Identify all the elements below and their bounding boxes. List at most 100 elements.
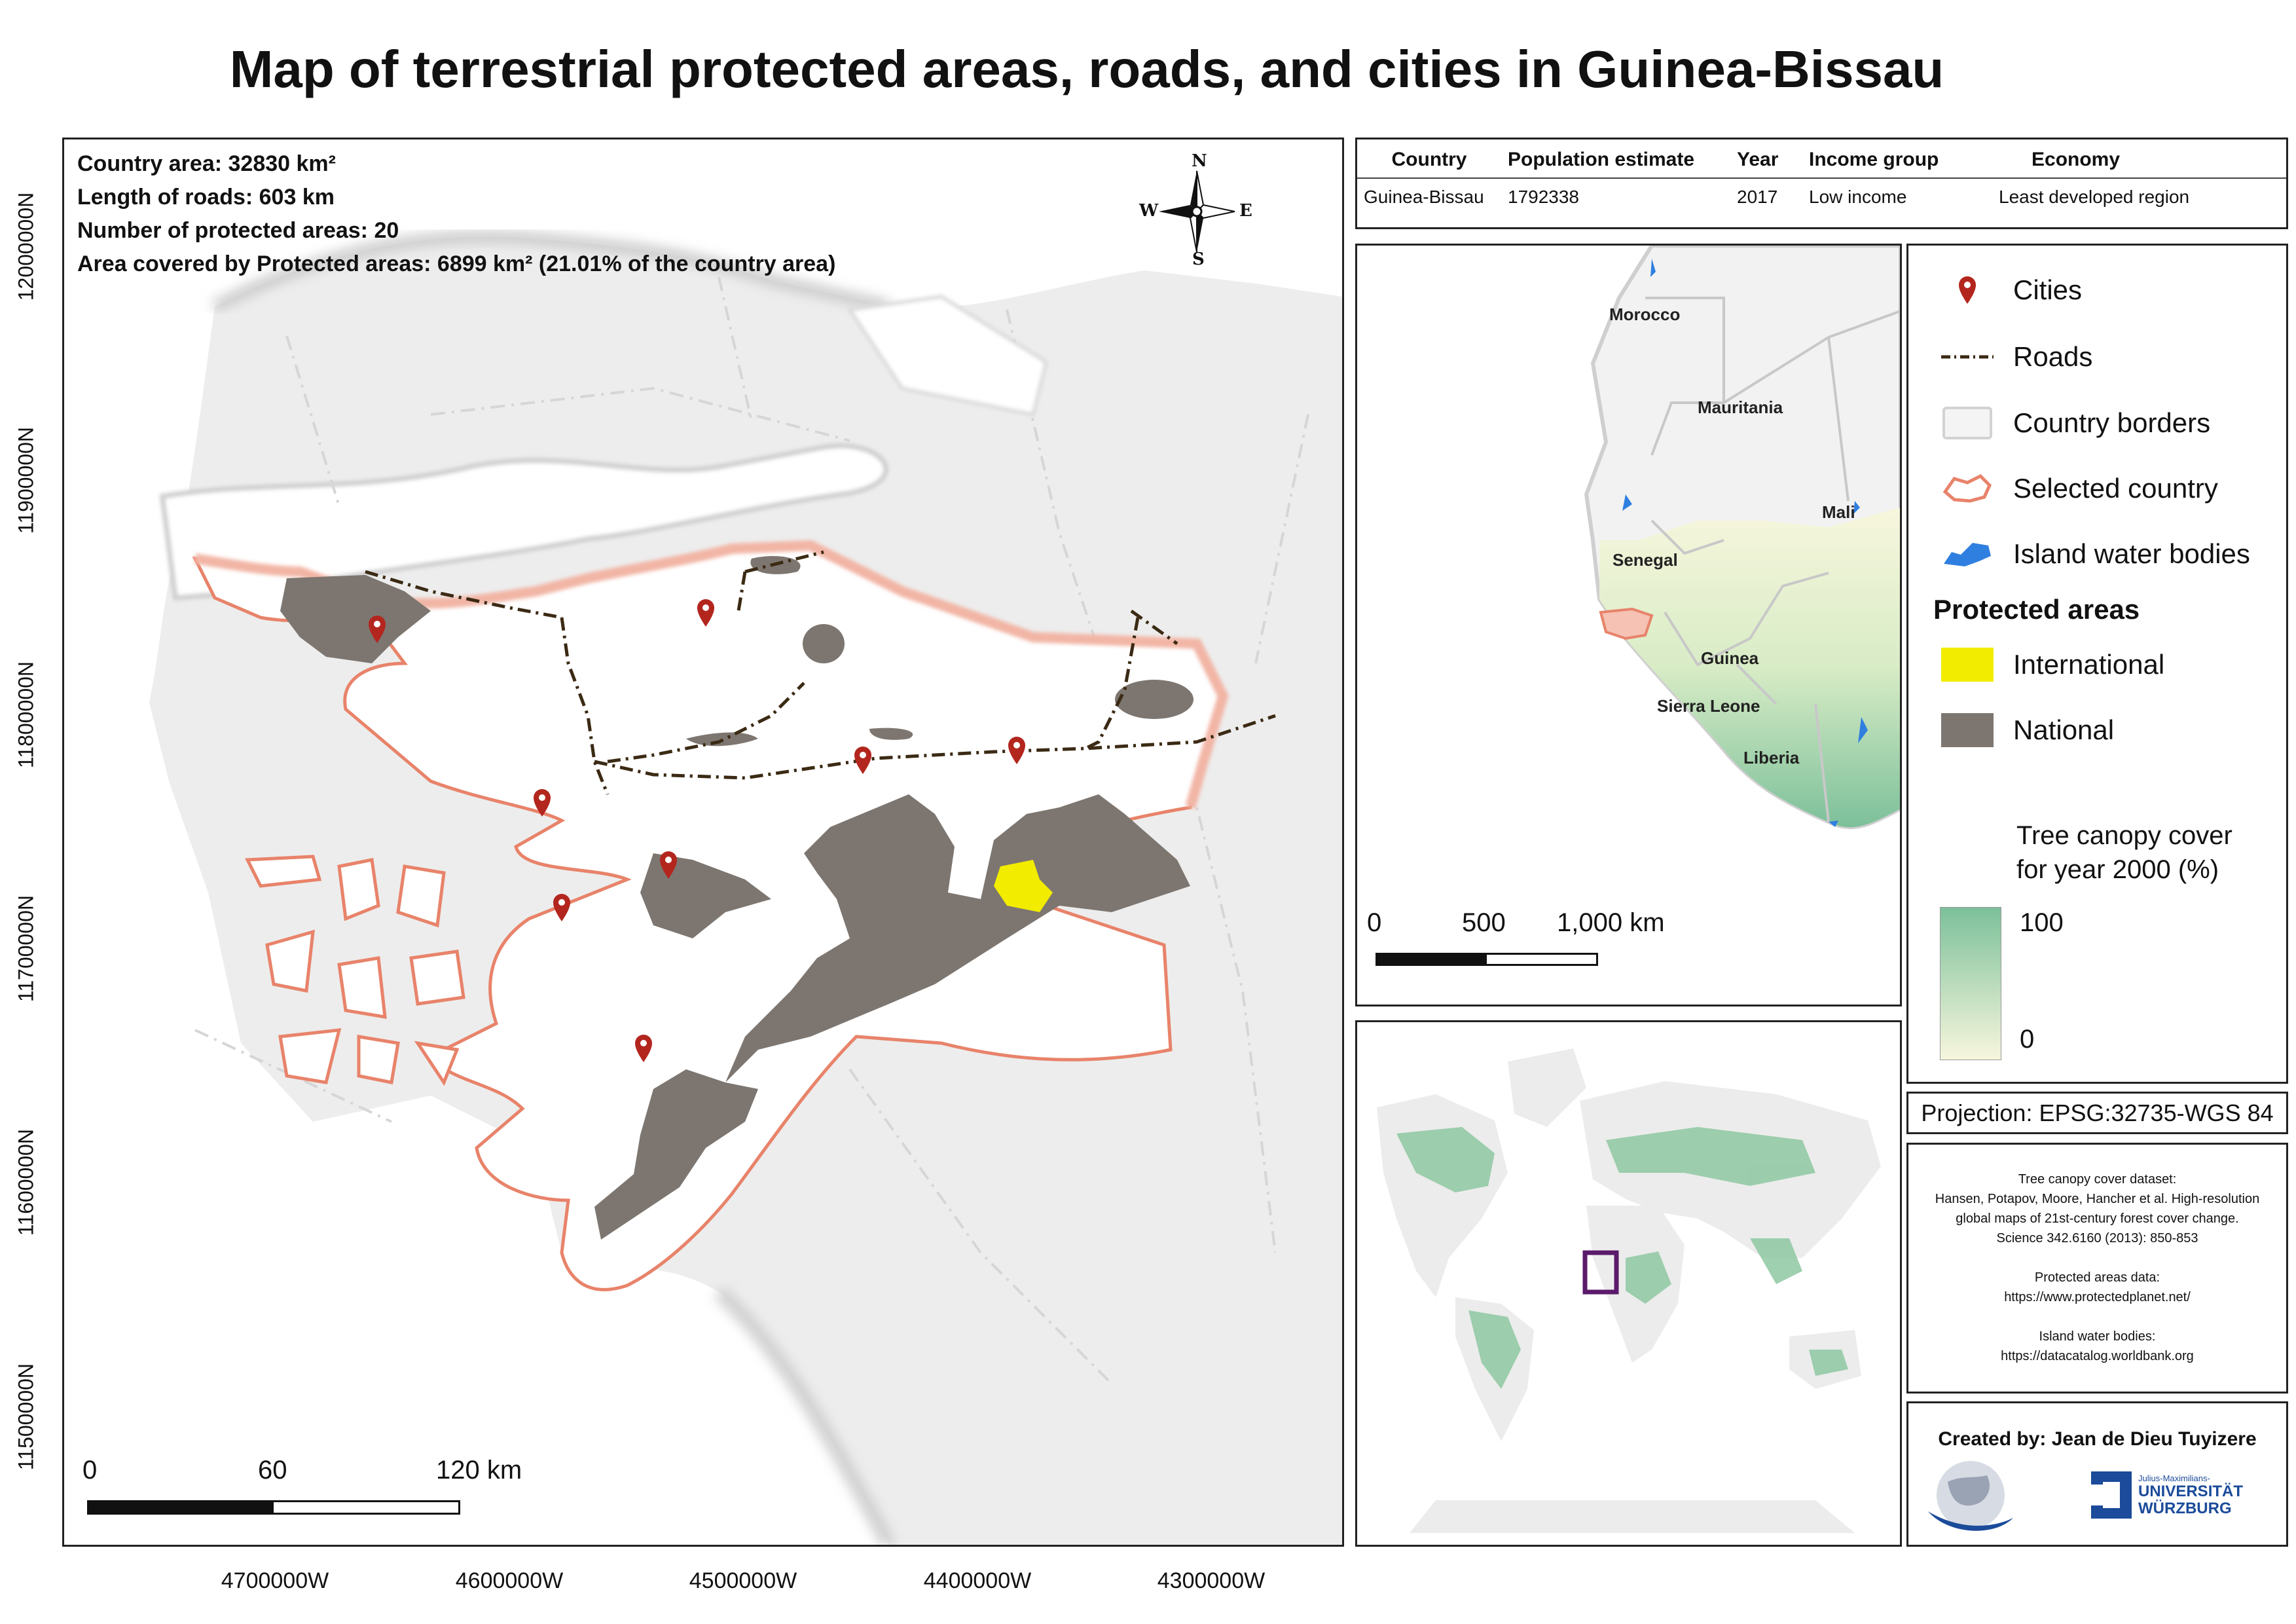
regional-scale-label-500: 500: [1462, 908, 1506, 937]
west-label: W: [1139, 201, 1159, 221]
legend-label: Selected country: [2013, 473, 2218, 504]
page-title: Map of terrestrial protected areas, road…: [229, 40, 1944, 98]
regional-scale-bar: [1376, 953, 1598, 966]
city-pin-icon[interactable]: [853, 745, 873, 779]
source-line: global maps of 21st-century forest cover…: [1956, 1211, 2239, 1226]
city-pin-icon: [1941, 272, 1994, 308]
table-cell: Least developed region: [1999, 187, 2190, 207]
city-pin-icon[interactable]: [367, 614, 387, 648]
sources-text: Tree canopy cover dataset: Hansen, Potap…: [1908, 1145, 2286, 1366]
legend-label: Island water bodies: [2013, 538, 2250, 569]
university-name-line2: WÜRZBURG: [2138, 1499, 2232, 1517]
x-axis-label: 4600000W: [455, 1568, 564, 1593]
tree-canopy-min: 0: [2020, 1025, 2035, 1054]
y-axis-label: 12000000N: [14, 192, 38, 301]
city-pin-icon[interactable]: [1007, 735, 1027, 769]
roads[interactable]: [365, 550, 1276, 795]
protected-area-text: Area covered by Protected areas: 6899 km…: [77, 251, 836, 276]
regional-map-frame[interactable]: Morocco Mauritania Mali Senegal Guinea S…: [1355, 244, 1902, 1006]
source-line: https://www.protectedplanet.net/: [2004, 1290, 2191, 1304]
national-swatch: [1941, 712, 1994, 748]
north-arrow-icon: N S W E: [1139, 151, 1252, 269]
legend-label: Roads: [2013, 341, 2093, 372]
country-label-guinea: Guinea: [1701, 648, 1759, 668]
university-small-text: Julius-Maximilians-: [2138, 1473, 2210, 1483]
table-cell: 2017: [1737, 187, 1778, 207]
info-table: Country Population estimate Year Income …: [1357, 139, 2286, 215]
selected-country-shape[interactable]: [1599, 607, 1654, 640]
city-pin-icon[interactable]: [696, 598, 716, 631]
east-label: E: [1239, 201, 1252, 221]
protected-areas-title: Protected areas: [1933, 594, 2140, 625]
created-by-text: Created by: Jean de Dieu Tuyizere: [1938, 1428, 2257, 1450]
main-map[interactable]: [64, 139, 1342, 1545]
source-line: Science 342.6160 (2013): 850-853: [1996, 1231, 2198, 1246]
table-header: Population estimate: [1501, 139, 1730, 179]
regional-map[interactable]: [1357, 246, 1901, 1005]
regional-scale-label-0: 0: [1367, 908, 1382, 937]
world-map[interactable]: [1357, 1022, 1901, 1545]
sources-panel: Tree canopy cover dataset: Hansen, Potap…: [1906, 1143, 2288, 1393]
source-line: Hansen, Potapov, Moore, Hancher et al. H…: [1935, 1192, 2260, 1206]
table-header: Country: [1357, 139, 1501, 179]
legend-label: Cities: [2013, 274, 2083, 305]
tree-canopy-title-line1: Tree canopy cover: [2016, 821, 2232, 850]
tree-canopy-ramp: [1940, 907, 2001, 1060]
legend-item-cities: Cities: [1941, 272, 2082, 308]
main-map-frame[interactable]: Country area: 32830 km² Length of roads:…: [62, 138, 1344, 1547]
legend-panel: Cities Roads Country borders Selected co…: [1906, 244, 2288, 1084]
x-axis-label: 4300000W: [1157, 1568, 1266, 1593]
road-length-text: Length of roads: 603 km: [77, 185, 335, 210]
source-line: Protected areas data:: [2034, 1270, 2160, 1285]
y-axis-label: 11800000N: [14, 661, 38, 769]
selected-country-icon: [1941, 470, 1994, 507]
university-name-line1: UNIVERSITÄT: [2138, 1482, 2244, 1500]
north-label: N: [1192, 151, 1207, 171]
world-map-frame[interactable]: [1355, 1020, 1902, 1547]
road-line-icon: [1941, 339, 1994, 375]
city-pin-icon[interactable]: [552, 893, 572, 926]
y-axis-label: 11900000N: [14, 426, 38, 534]
legend-item-selected-country: Selected country: [1941, 470, 2218, 507]
country-label-morocco: Morocco: [1609, 304, 1681, 324]
region-highlight-box[interactable]: [1582, 1250, 1619, 1295]
tree-canopy-title: Tree canopy cover for year 2000 (%): [2016, 819, 2232, 887]
country-label-mauritania: Mauritania: [1698, 397, 1783, 417]
legend-item-international: International: [1941, 646, 2164, 683]
city-pin-icon[interactable]: [532, 788, 552, 821]
legend-label: International: [2013, 649, 2165, 680]
map-stats: Country area: 32830 km² Length of roads:…: [77, 147, 835, 281]
globe-logo-icon: [1922, 1456, 2020, 1544]
south-label: S: [1192, 249, 1205, 269]
source-line: https://datacatalog.worldbank.org: [2001, 1349, 2194, 1363]
info-table-panel: Country Population estimate Year Income …: [1355, 138, 2288, 229]
table-cell: 1792338: [1508, 187, 1580, 207]
tree-canopy-max: 100: [2020, 908, 2064, 937]
scale-label-120: 120 km: [436, 1456, 522, 1485]
legend-item-roads: Roads: [1941, 339, 2092, 375]
x-axis-label: 4500000W: [689, 1568, 797, 1593]
legend-label: Country borders: [2013, 407, 2211, 438]
country-border-icon: [1941, 405, 1994, 441]
scale-label-0: 0: [82, 1456, 98, 1485]
city-pin-icon[interactable]: [659, 850, 678, 883]
x-axis-label: 4400000W: [923, 1568, 1032, 1593]
x-axis-label: 4700000W: [221, 1568, 329, 1593]
table-header: Income group: [1802, 139, 1973, 179]
table-cell: Low income: [1809, 187, 1907, 207]
source-line: Tree canopy cover dataset:: [2018, 1172, 2177, 1187]
credits-panel: Created by: Jean de Dieu Tuyizere Julius…: [1906, 1401, 2288, 1547]
legend-item-country-borders: Country borders: [1941, 405, 2210, 441]
legend-label: National: [2013, 714, 2115, 745]
scale-bar: [87, 1500, 460, 1515]
water-body-icon: [1941, 536, 1994, 572]
table-cell: Guinea-Bissau: [1364, 187, 1484, 207]
table-header: Year: [1730, 139, 1802, 179]
y-axis-label: 11500000N: [14, 1363, 38, 1471]
international-protected-area[interactable]: [994, 860, 1053, 912]
table-header: Economy: [1973, 139, 2286, 179]
city-pin-icon[interactable]: [634, 1033, 653, 1067]
projection-panel: Projection: EPSG:32735-WGS 84: [1906, 1092, 2288, 1134]
country-label-liberia: Liberia: [1743, 748, 1800, 767]
university-logo: Julius-Maximilians- UNIVERSITÄT WÜRZBURG: [2088, 1469, 2243, 1521]
